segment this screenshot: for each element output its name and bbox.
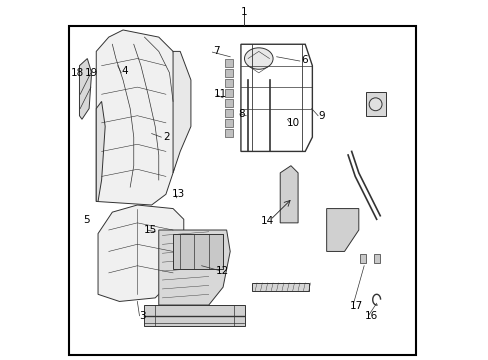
Text: 12: 12 xyxy=(215,266,228,276)
Bar xyxy=(373,254,380,263)
Polygon shape xyxy=(96,102,105,202)
Text: 10: 10 xyxy=(286,118,299,128)
Polygon shape xyxy=(326,208,358,251)
Text: 17: 17 xyxy=(348,301,362,311)
Bar xyxy=(224,69,232,77)
Polygon shape xyxy=(280,166,298,223)
Text: 16: 16 xyxy=(365,311,378,321)
Text: 15: 15 xyxy=(144,225,157,235)
Polygon shape xyxy=(98,205,183,301)
Text: 7: 7 xyxy=(212,46,219,57)
Text: 6: 6 xyxy=(301,55,307,65)
Bar xyxy=(173,234,223,269)
Bar xyxy=(224,129,232,137)
Bar xyxy=(359,254,365,263)
Text: 3: 3 xyxy=(139,311,146,321)
Text: 11: 11 xyxy=(213,89,226,99)
Bar xyxy=(144,305,244,327)
Bar xyxy=(224,109,232,117)
Text: 13: 13 xyxy=(172,189,185,199)
Polygon shape xyxy=(159,230,230,305)
Polygon shape xyxy=(80,59,91,119)
Polygon shape xyxy=(173,51,190,173)
Text: 4: 4 xyxy=(122,66,128,76)
Bar xyxy=(224,59,232,67)
Polygon shape xyxy=(96,30,183,205)
Circle shape xyxy=(368,98,381,111)
Text: 5: 5 xyxy=(83,215,90,225)
Text: 1: 1 xyxy=(241,7,247,17)
Text: 18: 18 xyxy=(71,68,84,78)
Bar xyxy=(251,283,308,291)
Text: 9: 9 xyxy=(317,111,324,121)
Bar xyxy=(224,89,232,97)
Text: 14: 14 xyxy=(260,216,273,226)
Text: 2: 2 xyxy=(163,132,170,142)
Ellipse shape xyxy=(244,48,272,69)
Bar xyxy=(224,119,232,127)
Text: 19: 19 xyxy=(85,68,98,78)
Bar xyxy=(224,99,232,107)
Text: 8: 8 xyxy=(238,109,245,119)
Bar xyxy=(224,79,232,87)
Bar xyxy=(365,93,385,116)
